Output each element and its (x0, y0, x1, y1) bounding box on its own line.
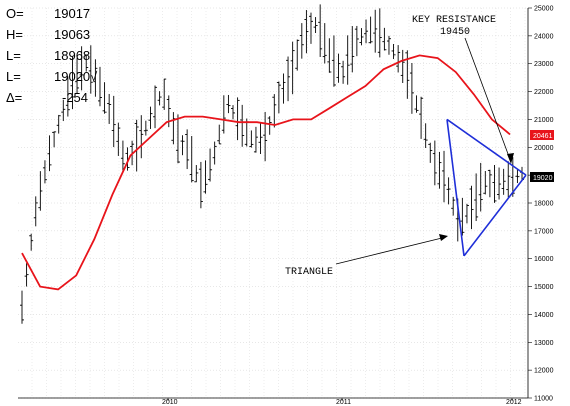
triangle-pattern (446, 118, 527, 257)
ohlc-readout: O= 19017 H= 19063 L= 18968 L= 19020√ Δ= … (6, 6, 98, 105)
y-tick-label: 11000 (534, 396, 553, 403)
readout-value: 19017 (54, 6, 90, 21)
y-tick-label: 21000 (534, 117, 554, 124)
y-tick-label: 23000 (534, 61, 554, 68)
y-tick-label: 13000 (534, 340, 554, 347)
triangle-upper-line (446, 118, 527, 176)
readout-key: O= (6, 6, 24, 21)
readout-key: H= (6, 27, 23, 42)
last-price-marker: 19020 (530, 172, 554, 182)
y-tick-label: 17000 (534, 228, 554, 235)
triangle-arrow (335, 236, 447, 265)
triangle-lower-line (463, 174, 527, 257)
moving-average-line (21, 54, 511, 291)
readout-value: 19063 (54, 27, 90, 42)
last-price-label: 19020 (533, 175, 553, 182)
y-tick-label: 12000 (534, 368, 554, 375)
y-tick-label: 25000 (534, 6, 554, 13)
grid-lines (18, 7, 528, 399)
moving-average-marker: 20461 (530, 130, 554, 140)
readout-key: L= (6, 48, 21, 63)
y-tick-label: 24000 (534, 33, 554, 40)
moving-average-label: 20461 (533, 133, 553, 140)
moving-average-path (21, 54, 511, 291)
triangle-left-line (446, 119, 465, 257)
key-resistance-arrowhead (507, 153, 514, 164)
annotations: KEY RESISTANCE 19450 TRIANGLE (285, 15, 496, 278)
y-tick-label: 20000 (534, 145, 554, 152)
readout-value: 19020√ (54, 69, 98, 84)
y-tick-label: 14000 (534, 312, 554, 319)
y-tick-label: 15000 (534, 284, 554, 291)
triangle-label: TRIANGLE (285, 267, 333, 278)
readout-value: 18968 (54, 48, 90, 63)
key-resistance-value: 19450 (440, 27, 470, 38)
moving-average-box (530, 130, 554, 140)
last-price-box (530, 172, 554, 182)
triangle-arrowhead (439, 234, 448, 241)
readout-key: Δ= (6, 90, 22, 105)
price-bars (20, 4, 524, 324)
readout-value: -254 (62, 90, 88, 105)
y-tick-label: 18000 (534, 201, 554, 208)
arrows (335, 37, 514, 265)
x-tick-label: 2010 (162, 399, 178, 406)
key-resistance-label: KEY RESISTANCE (412, 15, 496, 26)
y-tick-label: 16000 (534, 256, 554, 263)
x-tick-label: 2011 (336, 399, 351, 406)
key-resistance-arrow (464, 37, 512, 163)
readout-key: L= (6, 69, 21, 84)
x-tick-label: 2012 (506, 399, 522, 406)
y-tick-label: 22000 (534, 89, 554, 96)
